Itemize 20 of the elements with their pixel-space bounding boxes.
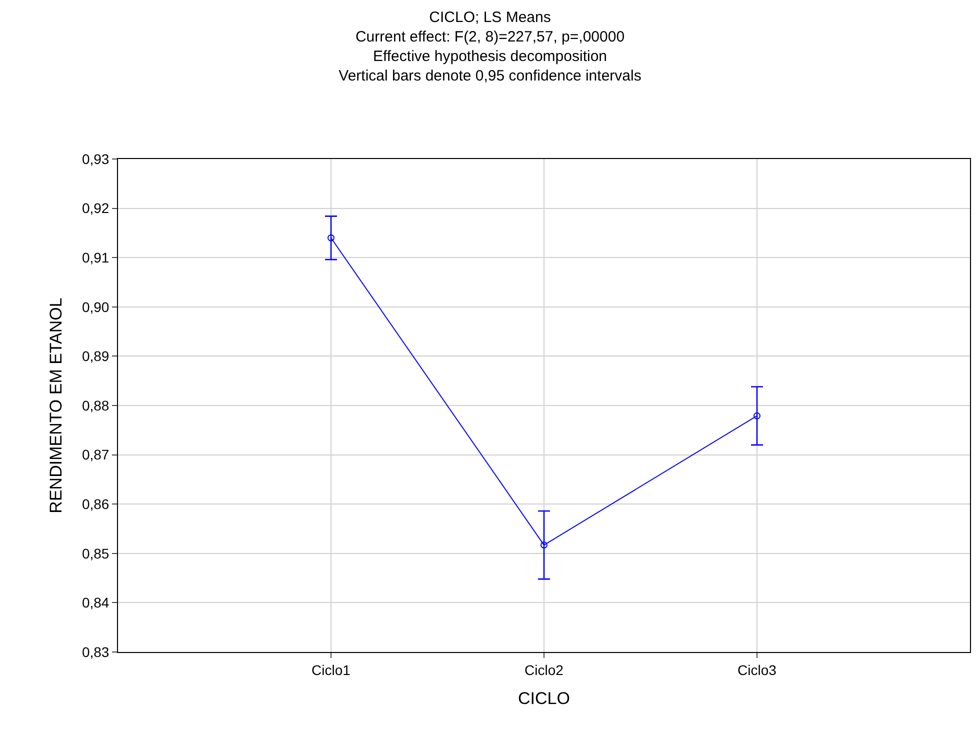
point [328, 234, 334, 242]
x-axis-title: CICLO [518, 689, 570, 708]
y-tick-label: 0,89 [82, 348, 110, 364]
y-tick-label: 0,85 [82, 545, 110, 562]
y-axis-title: RENDIMENTO EM ETANOL [46, 298, 66, 514]
y-tick-label: 0,91 [82, 250, 110, 266]
y-tick-label: 0,93 [82, 150, 110, 167]
y-tick-label: 0,83 [82, 644, 110, 660]
y-tick-label: 0,88 [82, 397, 110, 414]
x-tick-label: Ciclo2 [524, 662, 564, 678]
x-tick-label: Ciclo1 [312, 662, 351, 678]
y-tick-label: 0,86 [82, 496, 110, 512]
y-tick-label: 0,87 [82, 446, 110, 463]
y-tick-label: 0,90 [82, 298, 110, 315]
y-tick-label: 0,84 [82, 594, 110, 611]
chart-title: CICLO; LS Means Current effect: F(2, 8)=227,57, p=,00000 Effective hypothesis decomposition Vertical bars denote 0,95 confidence intervals [338, 8, 642, 84]
y-tick-label: 0,92 [82, 200, 110, 216]
x-tick-label: Ciclo3 [738, 662, 777, 678]
point [754, 412, 760, 420]
point [540, 542, 548, 549]
